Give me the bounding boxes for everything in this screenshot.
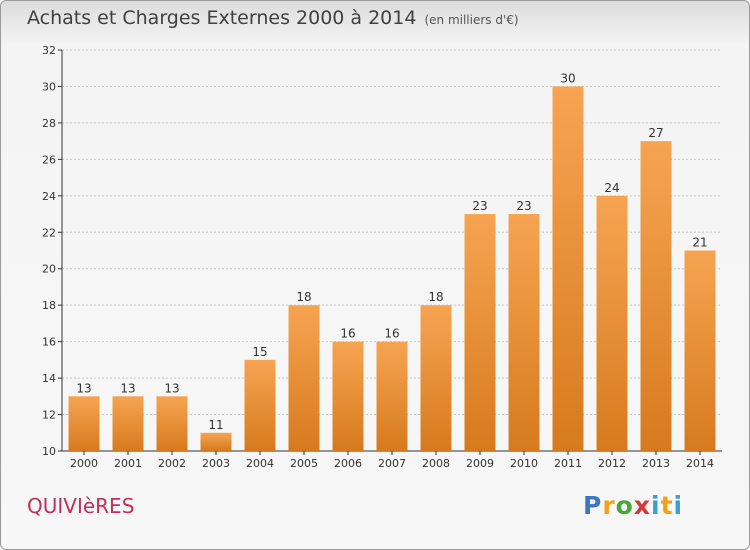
data-label-2006: 16 — [340, 327, 355, 341]
data-label-2010: 23 — [516, 199, 531, 213]
bar-2008 — [420, 305, 452, 451]
data-label-2001: 13 — [120, 381, 135, 395]
bar-2009 — [464, 214, 496, 451]
proxiti-logo: Proxiti — [583, 491, 684, 520]
y-tick-label: 10 — [42, 445, 56, 458]
y-tick-label: 12 — [42, 409, 56, 422]
x-tick-label-2002: 2002 — [158, 457, 186, 470]
x-tick-label-2006: 2006 — [334, 457, 362, 470]
chart-title: Achats et Charges Externes 2000 à 2014 (e… — [27, 7, 519, 29]
x-tick-label-2013: 2013 — [642, 457, 670, 470]
bar-2010 — [508, 214, 540, 451]
bar-2001 — [112, 396, 144, 451]
data-label-2007: 16 — [384, 327, 399, 341]
bar-2002 — [156, 396, 188, 451]
x-tick-label-2014: 2014 — [686, 457, 714, 470]
data-label-2014: 21 — [692, 236, 707, 250]
chart-title-text: Achats et Charges Externes 2000 à 2014 — [27, 7, 417, 29]
data-label-2003: 11 — [208, 418, 223, 432]
bar-2003 — [200, 432, 232, 451]
y-tick-label: 20 — [42, 263, 56, 276]
data-label-2012: 24 — [604, 181, 619, 195]
bar-2000 — [68, 396, 100, 451]
bar-2012 — [596, 195, 628, 451]
town-name: QUIVIèRES — [27, 494, 135, 518]
bar-2007 — [376, 341, 408, 451]
x-tick-label-2008: 2008 — [422, 457, 450, 470]
bar-2014 — [684, 250, 716, 451]
x-tick-label-2003: 2003 — [202, 457, 230, 470]
y-tick-label: 14 — [42, 372, 56, 385]
x-tick-label-2007: 2007 — [378, 457, 406, 470]
data-label-2008: 18 — [428, 290, 443, 304]
y-tick-label: 16 — [42, 336, 56, 349]
bar-2013 — [640, 141, 672, 452]
data-label-2013: 27 — [648, 126, 663, 140]
x-tick-label-2011: 2011 — [554, 457, 582, 470]
data-label-2004: 15 — [252, 345, 267, 359]
bar-2004 — [244, 359, 276, 451]
x-tick-label-2005: 2005 — [290, 457, 318, 470]
chart-subtitle: (en milliers d'€) — [424, 13, 519, 27]
y-tick-label: 26 — [42, 153, 56, 166]
y-tick-label: 24 — [42, 190, 56, 203]
bar-2006 — [332, 341, 364, 451]
x-tick-label-2000: 2000 — [70, 457, 98, 470]
data-label-2009: 23 — [472, 199, 487, 213]
data-label-2005: 18 — [296, 290, 311, 304]
data-label-2011: 30 — [560, 71, 575, 85]
x-tick-label-2001: 2001 — [114, 457, 142, 470]
x-tick-label-2012: 2012 — [598, 457, 626, 470]
data-label-2000: 13 — [76, 381, 91, 395]
data-label-2002: 13 — [164, 381, 179, 395]
y-tick-label: 28 — [42, 117, 56, 130]
y-tick-label: 22 — [42, 226, 56, 239]
y-tick-label: 18 — [42, 299, 56, 312]
x-tick-label-2010: 2010 — [510, 457, 538, 470]
bar-2005 — [288, 305, 320, 451]
x-tick-label-2004: 2004 — [246, 457, 274, 470]
x-tick-label-2009: 2009 — [466, 457, 494, 470]
bar-2011 — [552, 86, 584, 452]
y-tick-label: 30 — [42, 80, 56, 93]
y-tick-label: 32 — [42, 44, 56, 57]
